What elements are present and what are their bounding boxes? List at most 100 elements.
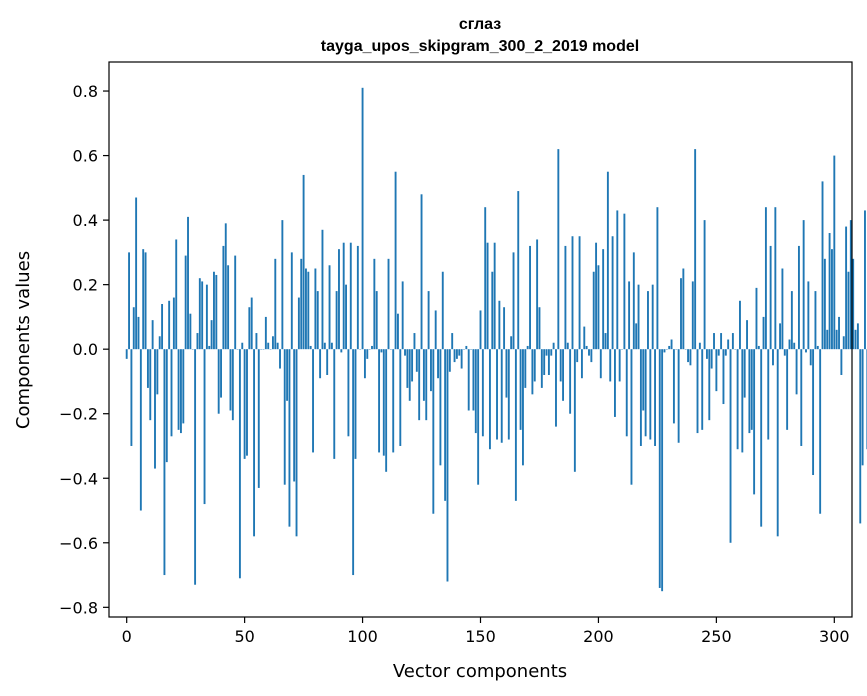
bar [545,349,548,356]
bar [852,258,855,350]
bar [404,349,406,356]
bar [293,349,296,482]
bar [220,349,222,398]
bar [257,349,260,488]
bar [361,87,364,350]
bar [175,239,178,350]
bar [411,349,414,382]
bar [382,349,385,456]
bar [807,281,810,350]
bar [555,349,557,427]
bar [163,349,166,576]
bar [392,349,395,453]
bar [349,242,352,350]
bar [217,349,220,414]
bar [455,349,458,359]
bar [689,349,692,366]
bar [816,345,819,350]
bar [488,349,491,450]
bar [274,258,277,350]
bar [422,349,425,401]
bar [283,349,286,485]
bar [142,249,145,350]
bar [842,336,845,350]
bar [526,345,529,350]
bar [189,313,192,350]
bar [835,329,838,350]
chart-title: сглаз [459,16,501,33]
bar [529,245,531,350]
bar [467,349,470,411]
bar [663,349,666,353]
bar [538,307,541,350]
bar [736,349,739,450]
bar [139,349,142,511]
bar [333,349,336,459]
bar [614,349,616,417]
bar [599,349,602,379]
bar [184,255,187,350]
bar [514,349,517,501]
bar [444,349,447,501]
bar [288,349,291,527]
bar [597,265,600,350]
bar [713,333,715,350]
bar [267,342,270,350]
bar [651,284,654,350]
bar [812,349,815,476]
bar [439,349,442,466]
bar [477,349,480,485]
y-axis-label: Components values [13,251,34,429]
bar [231,349,234,421]
bar [380,349,383,353]
x-axis-label: Vector components [393,661,567,682]
y-axis-ticks: −0.8 −0.6 −0.4 −0.2 0.0 0.2 0.4 0.6 0.8 [59,82,109,617]
bar [790,291,793,350]
bar [208,345,211,350]
bar [434,310,437,350]
bar [342,242,345,350]
bar [781,268,784,350]
bar [243,349,246,459]
bar [788,339,791,350]
bar [710,349,713,369]
bar [319,349,322,379]
bar [680,278,682,350]
bar [748,349,751,434]
x-tick-label: 50 [234,627,254,646]
bar [512,252,515,350]
bar [694,149,697,350]
x-tick-label: 300 [819,627,850,646]
bar [767,349,770,440]
bars-group [125,87,867,592]
bar [609,349,612,382]
bar [654,349,656,446]
bar [420,194,423,350]
bar [125,349,128,359]
bar [491,271,494,350]
bar [271,336,274,350]
bar [531,349,534,395]
bar [158,336,161,350]
bar [128,252,130,350]
bar [130,349,133,446]
bar [378,349,381,453]
bar [253,349,256,537]
bar [448,349,451,372]
bar [576,349,579,363]
bar [755,287,758,350]
bar [229,349,232,411]
bar [840,349,843,375]
bar [474,349,477,434]
bar [222,245,225,350]
bar [826,329,829,350]
bar [213,271,215,350]
bar [248,307,251,350]
y-tick-label: 0.2 [73,276,98,295]
bar [708,349,711,421]
bar [859,349,862,524]
bar [279,349,281,369]
bar [661,349,664,592]
bar [451,333,454,350]
